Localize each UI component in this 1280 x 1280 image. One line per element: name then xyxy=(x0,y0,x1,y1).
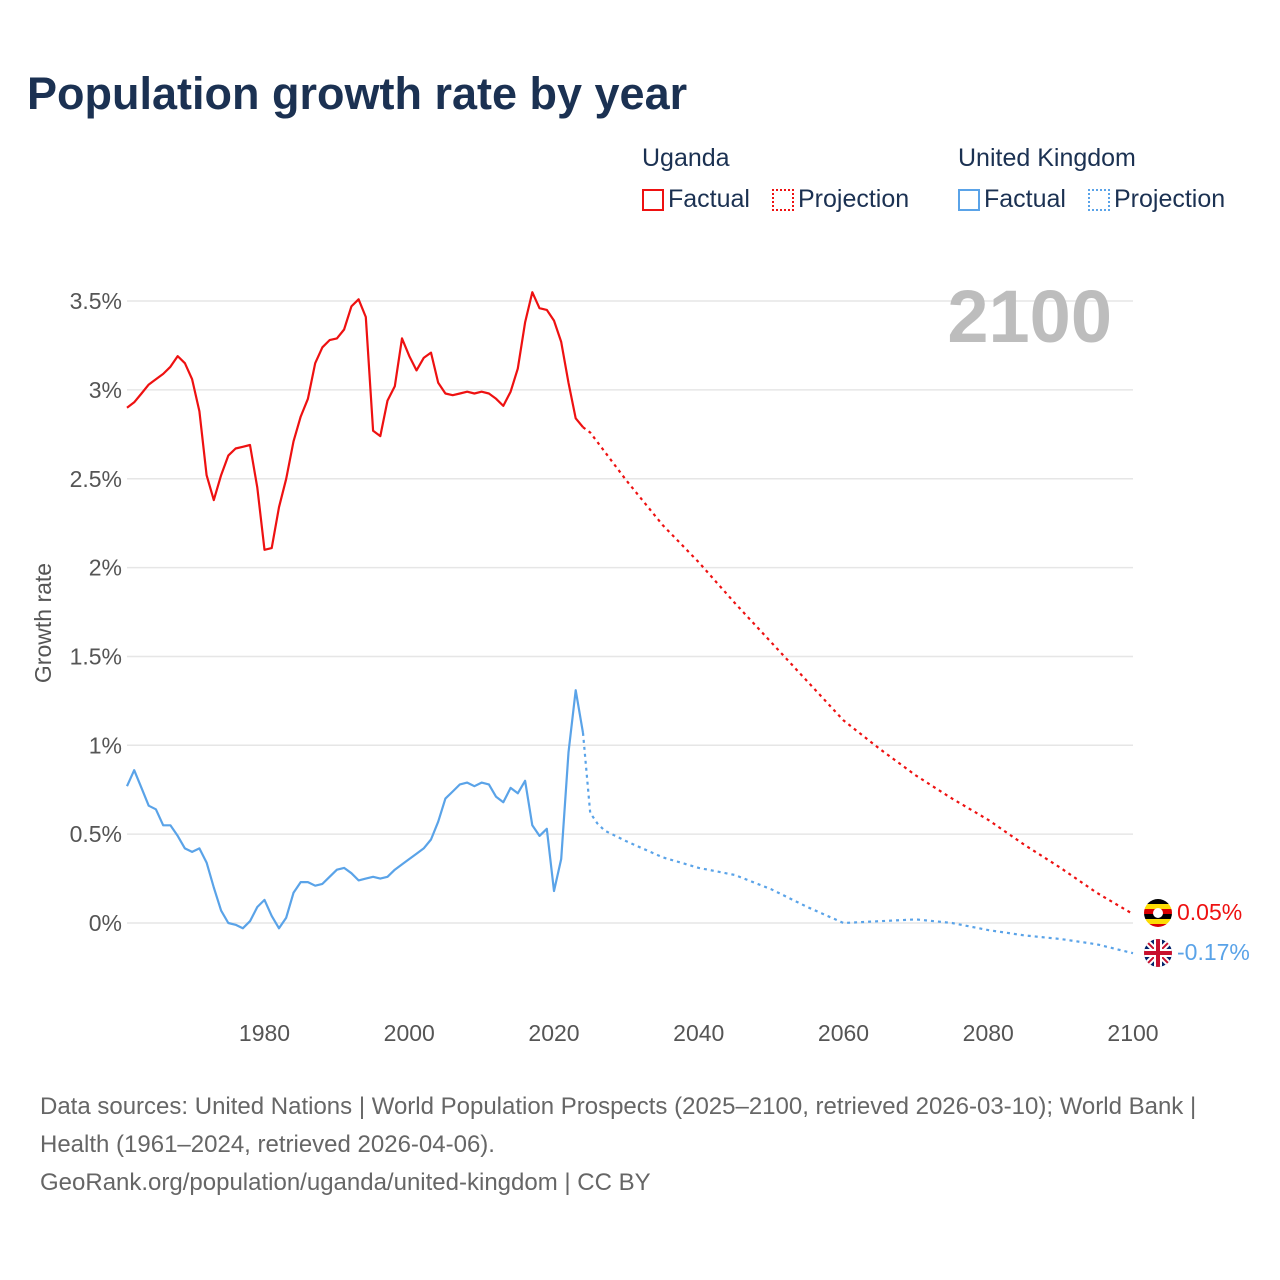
y-tick-label: 0.5% xyxy=(70,821,122,847)
legend-uganda: Uganda Factual Projection xyxy=(642,144,925,214)
legend-label: Projection xyxy=(1113,185,1226,213)
factual-swatch-icon xyxy=(958,188,980,211)
uganda-end-label: 0.05% xyxy=(1177,899,1242,925)
legend-label: Factual xyxy=(984,185,1066,213)
legend-uganda-title: Uganda xyxy=(642,144,730,172)
uk-projection-line xyxy=(581,732,1134,955)
projection-swatch-icon xyxy=(771,188,794,211)
legend-uk-factual[interactable]: Factual xyxy=(958,185,1066,214)
y-axis-label: Growth rate xyxy=(30,563,56,683)
y-tick-label: 2% xyxy=(89,555,122,581)
chart-area: 0% 0.5% 1% 1.5% 2% 2.5% 3% 3.5% 1980 2000 2020 204… xyxy=(30,275,1250,1046)
uk-flag-icon xyxy=(1144,939,1172,967)
y-tick-label: 0% xyxy=(89,910,122,936)
legend-uganda-factual[interactable]: Factual xyxy=(642,185,750,214)
y-tick-label: 3.5% xyxy=(70,288,122,314)
legend-uk-title: United Kingdom xyxy=(958,144,1136,172)
uk-end-label: -0.17% xyxy=(1177,939,1250,965)
source-link[interactable]: GeoRank.org/population/uganda/united-kin… xyxy=(40,1169,651,1196)
x-tick-label: 2020 xyxy=(528,1020,579,1046)
legend-uk-projection[interactable]: Projection xyxy=(1087,185,1226,214)
legend-uganda-projection[interactable]: Projection xyxy=(771,185,910,214)
x-tick-label: 2000 xyxy=(384,1020,435,1046)
chart-title: Population growth rate by year xyxy=(27,68,688,119)
uganda-factual-line xyxy=(126,291,584,551)
gridlines xyxy=(127,300,1133,924)
uganda-flag-icon xyxy=(1144,899,1172,927)
legend-label: Projection xyxy=(797,185,910,213)
x-axis-ticks: 1980 2000 2020 2040 2060 2080 2100 xyxy=(239,1020,1159,1046)
series-lines xyxy=(125,291,1134,955)
x-tick-label: 2080 xyxy=(963,1020,1014,1046)
uganda-projection-line xyxy=(582,426,1134,916)
data-sources: Data sources: United Nations | World Pop… xyxy=(40,1093,1197,1158)
y-tick-label: 3% xyxy=(89,377,122,403)
y-axis-ticks: 0% 0.5% 1% 1.5% 2% 2.5% 3% 3.5% xyxy=(70,288,122,936)
x-tick-label: 2060 xyxy=(818,1020,869,1046)
footer: Data sources: United Nations | World Pop… xyxy=(40,1088,1240,1202)
uk-factual-line xyxy=(125,689,585,930)
legend-uk: United Kingdom Factual Projection xyxy=(958,144,1241,214)
y-tick-label: 1.5% xyxy=(70,643,122,669)
y-tick-label: 2.5% xyxy=(70,466,122,492)
x-tick-label: 2040 xyxy=(673,1020,724,1046)
x-tick-label: 2100 xyxy=(1107,1020,1158,1046)
legend-label: Factual xyxy=(668,185,750,213)
year-stamp: 2100 xyxy=(947,275,1112,358)
factual-swatch-icon xyxy=(642,188,664,211)
end-markers: 0.05% -0.17% xyxy=(1144,899,1250,967)
x-tick-label: 1980 xyxy=(239,1020,290,1046)
y-tick-label: 1% xyxy=(89,732,122,758)
projection-swatch-icon xyxy=(1087,188,1110,211)
